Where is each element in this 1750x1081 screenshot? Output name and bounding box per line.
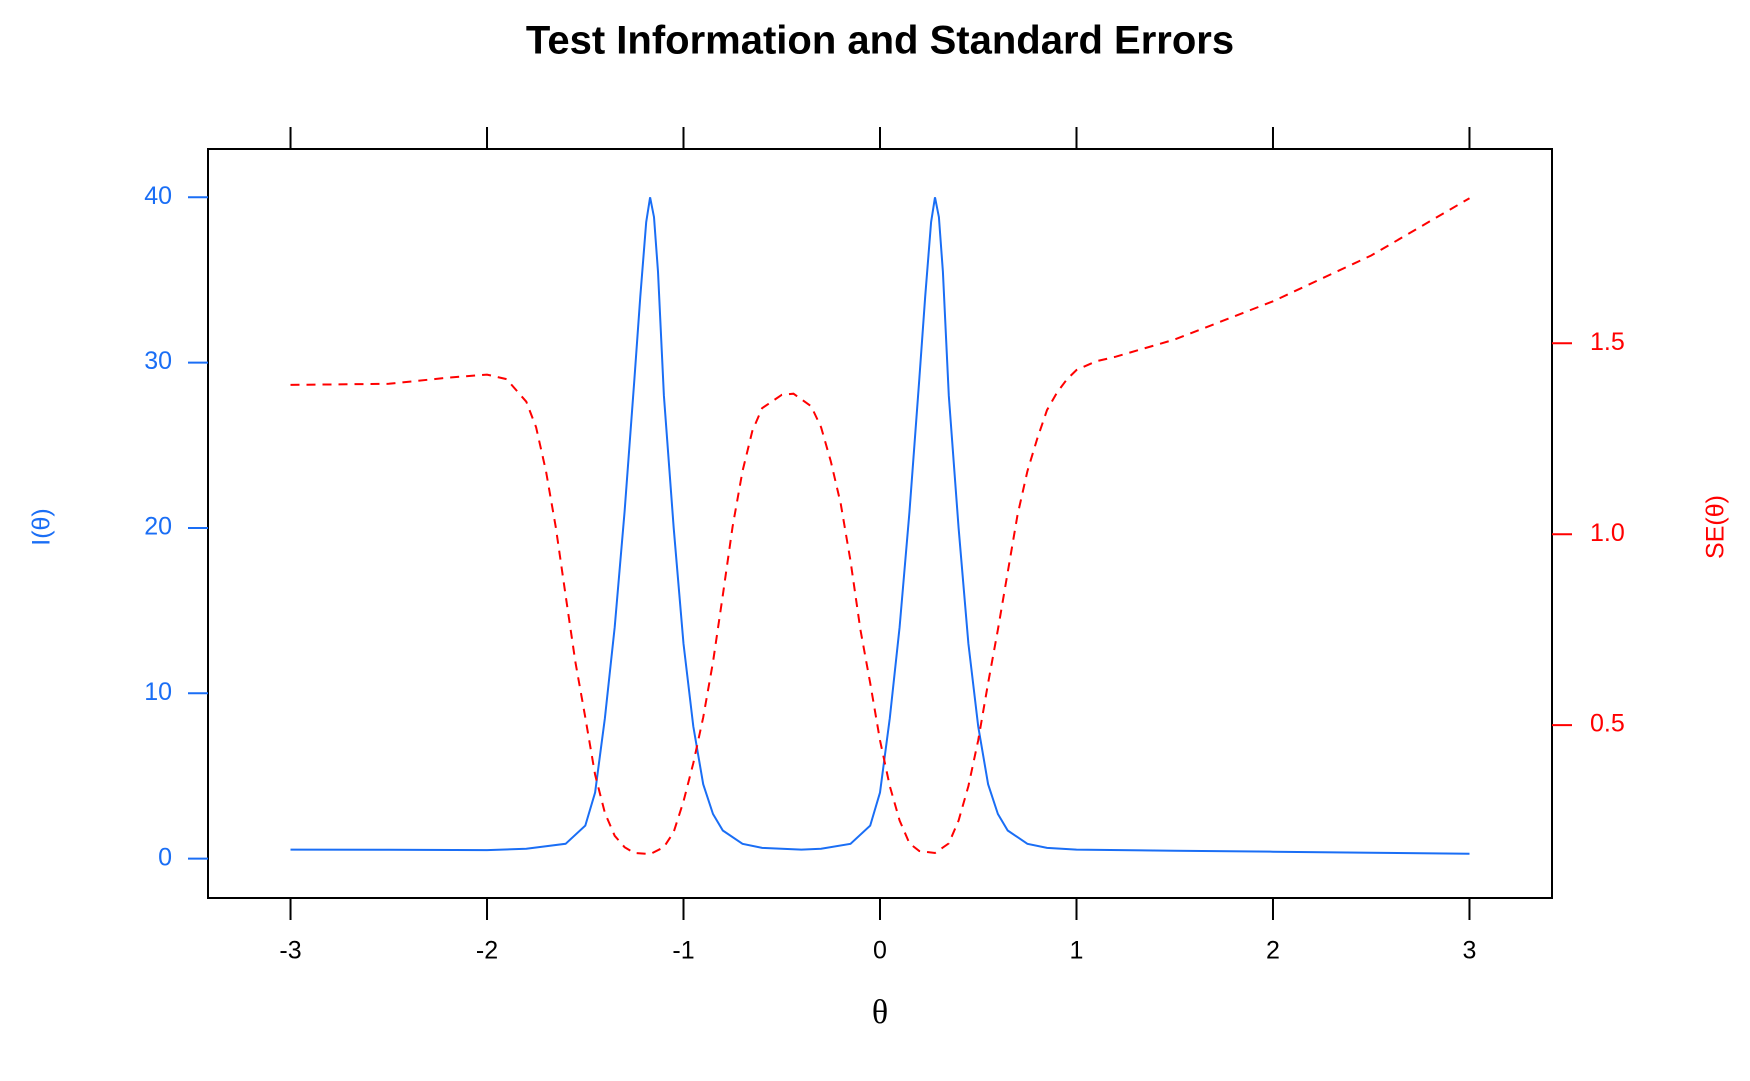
x-tick-label: 2 (1266, 937, 1280, 965)
y2-tick-label: 1.5 (1590, 328, 1625, 356)
x-tick-label: -3 (279, 937, 301, 965)
y-axis-label: I(θ) (28, 508, 56, 546)
x-axis-label: θ (872, 994, 888, 1031)
y-tick-label: 10 (144, 678, 172, 706)
x-tick-label: 1 (1070, 937, 1084, 965)
y-tick-label: 40 (144, 182, 172, 210)
x-tick-label: -1 (672, 937, 694, 965)
x-tick-label: 0 (873, 937, 887, 965)
y-tick-label: 0 (158, 843, 172, 871)
series-line (290, 197, 1471, 856)
chart-title: Test Information and Standard Errors (526, 19, 1234, 63)
y-tick-label: 30 (144, 347, 172, 375)
y2-tick-label: 1.0 (1590, 519, 1625, 547)
x-tick-label: 3 (1463, 937, 1477, 965)
y2-axis-label: SE(θ) (1702, 495, 1730, 559)
y-tick-label: 20 (144, 513, 172, 541)
series-line (290, 197, 1470, 855)
y2-tick-label: 0.5 (1590, 710, 1625, 738)
x-tick-label: -2 (476, 937, 498, 965)
